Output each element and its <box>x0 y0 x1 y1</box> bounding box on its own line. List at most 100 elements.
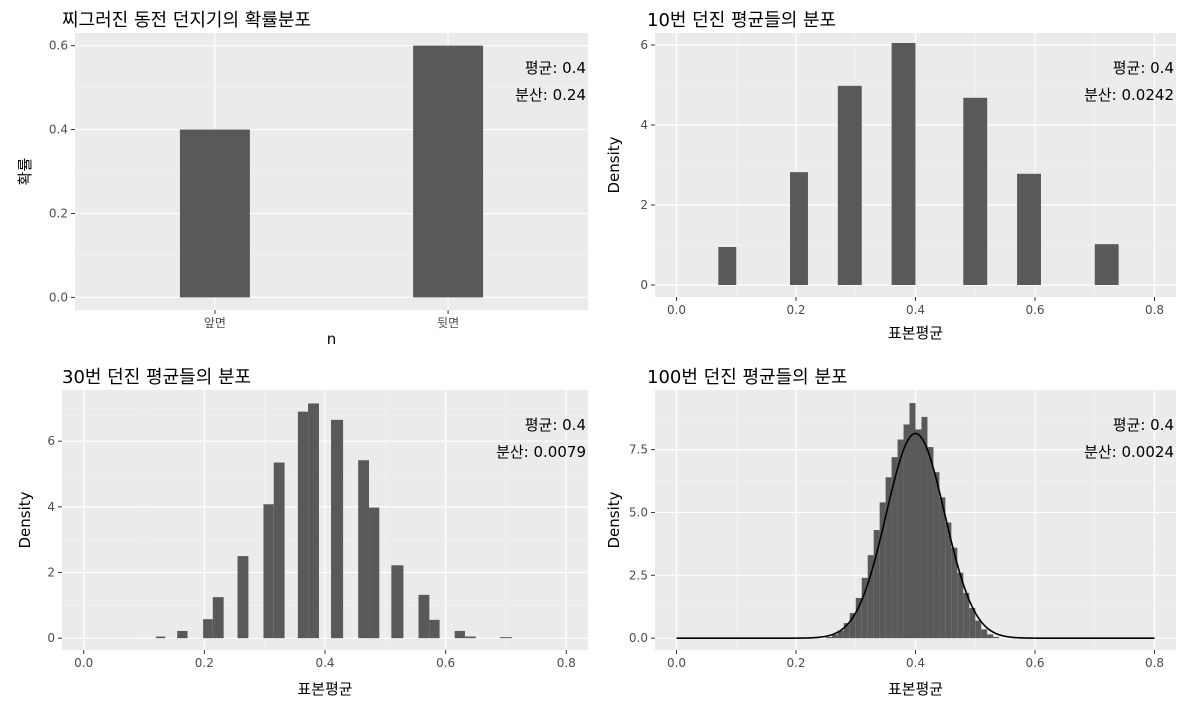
histogram-bar <box>963 97 988 285</box>
y-tick-label: 6 <box>640 38 648 52</box>
histogram-bar <box>993 636 1000 639</box>
chart-title: 찌그러진 동전 던지기의 확률분포 <box>62 10 311 31</box>
x-axis-label: 표본평균 <box>888 680 943 698</box>
stat-annotation: 분산: 0.0079 <box>496 443 586 461</box>
histogram-bar <box>825 636 832 639</box>
y-tick-label: 5.0 <box>629 505 648 519</box>
histogram-bar <box>499 637 512 639</box>
stat-annotation: 분산: 0.0024 <box>1084 443 1174 461</box>
histogram-bar <box>939 497 946 639</box>
histogram-bar <box>831 634 838 639</box>
x-tick-label: 0.8 <box>557 656 576 670</box>
histogram-bar <box>975 620 982 639</box>
x-tick-label: 0.2 <box>786 656 805 670</box>
y-tick-label: 0.4 <box>49 123 68 137</box>
histogram-bar <box>855 597 862 639</box>
x-tick-label: 0.8 <box>1145 303 1164 317</box>
stat-annotation: 평균: 0.4 <box>525 416 586 434</box>
stat-annotation: 평균: 0.4 <box>525 59 586 77</box>
stat-annotation: 분산: 0.0242 <box>1084 86 1174 104</box>
y-axis-label: Density <box>16 491 34 548</box>
histogram-bar <box>203 619 213 639</box>
histogram-bar <box>873 530 880 639</box>
x-axis-label: n <box>327 330 337 348</box>
x-tick-label: 뒷면 <box>437 316 459 330</box>
chart-panel-1: 찌그러진 동전 던지기의 확률분포 0.0 0.2 0.4 0.6 앞면 뒷면 평균: 0.4… <box>16 10 588 348</box>
bar-뒷면 <box>413 45 484 298</box>
histogram-bar <box>237 556 249 639</box>
x-tick-label: 0.0 <box>667 656 686 670</box>
x-tick-label: 0.4 <box>315 656 334 670</box>
histogram-bar <box>849 613 856 639</box>
histogram-bar <box>331 419 344 639</box>
y-tick-label: 6 <box>47 434 55 448</box>
y-tick-label: 0.0 <box>629 631 648 645</box>
y-tick-label: 0 <box>640 278 648 292</box>
chart-panel-3: 30번 던진 평균들의 분포 0 2 4 6 0.0 0.2 0.4 0.6 0.8 평균: 0.4… <box>16 367 588 698</box>
chart-panel-2: 10번 던진 평균들의 분포 0 2 4 6 0.0 0.2 0.4 0.6 0.8 평균: 0.4… <box>605 10 1176 342</box>
y-tick-label: 0.2 <box>49 206 68 220</box>
histogram-bar <box>969 608 976 639</box>
histogram-bar <box>177 630 188 639</box>
histogram-bar <box>429 619 440 639</box>
histogram-bar <box>861 577 868 639</box>
y-axis-label: Density <box>605 491 623 548</box>
chart-title: 10번 던진 평균들의 분포 <box>647 10 836 31</box>
y-tick-label: 7.5 <box>629 443 648 457</box>
histogram-bar <box>1017 173 1041 285</box>
histogram-bar <box>981 629 988 639</box>
histogram-bar <box>837 630 844 639</box>
histogram-bar <box>915 429 922 639</box>
histogram-bar <box>903 424 910 639</box>
y-tick-label: 0.0 <box>49 290 68 304</box>
chart-title: 30번 던진 평균들의 분포 <box>62 367 251 388</box>
y-tick-label: 2 <box>47 566 55 580</box>
stat-annotation: 평균: 0.4 <box>1113 59 1174 77</box>
histogram-bar <box>843 623 850 639</box>
x-tick-label: 0.2 <box>195 656 214 670</box>
histogram-bar <box>879 502 886 639</box>
chart-title: 100번 던진 평균들의 분포 <box>647 367 848 388</box>
y-axis-label: Density <box>605 136 623 193</box>
y-axis-label: 확률 <box>16 158 34 186</box>
y-tick-label: 4 <box>640 118 648 132</box>
histogram-bar <box>837 85 862 285</box>
chart-panel-4: 100번 던진 평균들의 분포 0.0 2.5 5.0 7.5 0.0 0.2 0.4 0.6 0… <box>605 367 1176 698</box>
histogram-bar <box>921 416 928 639</box>
histogram-bar <box>273 462 285 639</box>
y-tick-label: 2.5 <box>629 568 648 582</box>
x-tick-label: 0.4 <box>906 303 925 317</box>
y-tick-label: 2 <box>640 198 648 212</box>
histogram-bar <box>308 403 319 639</box>
histogram-bar <box>790 172 808 285</box>
x-tick-label: 0.2 <box>786 303 805 317</box>
y-tick-label: 0.6 <box>49 39 68 53</box>
stat-annotation: 평균: 0.4 <box>1113 416 1174 434</box>
histogram-bar <box>358 460 370 639</box>
x-axis-label: 표본평균 <box>297 680 352 698</box>
bar-앞면 <box>179 129 250 298</box>
x-axis-label: 표본평균 <box>888 324 943 342</box>
histogram-bar <box>987 634 994 639</box>
histogram-bar <box>957 572 964 639</box>
stat-annotation: 분산: 0.24 <box>515 86 586 104</box>
histogram-bar <box>369 507 380 639</box>
y-tick-label: 4 <box>47 500 55 514</box>
x-tick-label: 0.6 <box>1025 303 1044 317</box>
histogram-bar <box>945 522 952 639</box>
y-tick-label: 0 <box>47 631 55 645</box>
x-tick-label: 0.0 <box>74 656 93 670</box>
histogram-bar <box>897 439 904 639</box>
x-tick-label: 앞면 <box>204 316 226 330</box>
histogram-bar <box>963 592 970 639</box>
histogram-bar <box>464 636 476 639</box>
density-curve <box>676 432 1155 639</box>
x-tick-label: 0.6 <box>436 656 455 670</box>
histogram-bar <box>718 247 737 285</box>
histogram-bar <box>391 565 404 639</box>
histogram-bar <box>263 504 274 639</box>
x-tick-label: 0.6 <box>1025 656 1044 670</box>
x-tick-label: 0.8 <box>1145 656 1164 670</box>
